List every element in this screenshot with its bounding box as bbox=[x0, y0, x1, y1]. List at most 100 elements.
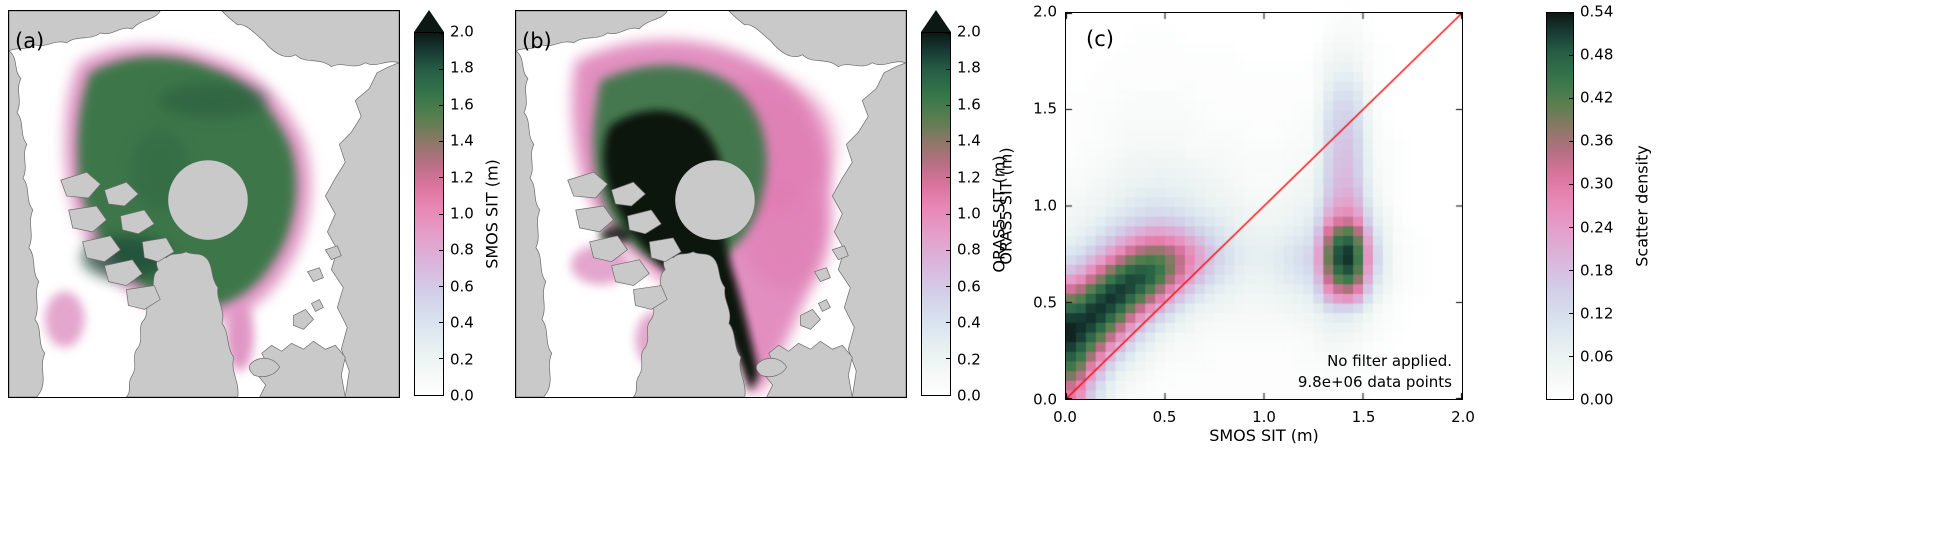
colorbar-c-label: Scatter density bbox=[1632, 145, 1652, 267]
colorbar-a bbox=[414, 32, 444, 396]
colorbar-tick-mark bbox=[1569, 12, 1573, 14]
tick-label: 1.2 bbox=[957, 168, 981, 187]
x-axis-ticks: 0.0 0.5 1.0 1.5 2.0 bbox=[1053, 406, 1475, 426]
tick-label: 0.2 bbox=[450, 350, 474, 369]
colorbar-tick-mark bbox=[946, 394, 950, 396]
annotation: No filter applied. 9.8e+06 data points bbox=[1298, 351, 1452, 393]
tick-label: 0.12 bbox=[1580, 304, 1614, 323]
colorbar-tick-mark bbox=[439, 68, 443, 70]
colorbar-tick-mark bbox=[946, 285, 950, 287]
colorbar-tick-mark bbox=[439, 322, 443, 324]
scatter-density-plot: (c) No filter applied. 9.8e+06 data poin… bbox=[1065, 12, 1463, 400]
tick-label: 0.5 bbox=[1152, 408, 1177, 426]
density-heatmap bbox=[1066, 13, 1462, 399]
tick-label: 0.8 bbox=[450, 240, 474, 259]
tick-label: 1.2 bbox=[450, 168, 474, 187]
colorbar-tick-mark bbox=[1569, 98, 1573, 100]
tick-label: 2.0 bbox=[450, 22, 474, 41]
colorbar-b-gradient bbox=[922, 33, 950, 395]
colorbar-tick-mark bbox=[946, 249, 950, 251]
colorbar-tick-mark bbox=[946, 104, 950, 106]
tick-label: 2.0 bbox=[1451, 408, 1475, 426]
pole-observation-hole bbox=[675, 160, 755, 240]
map-panel-b: (b) bbox=[515, 10, 907, 398]
colorbar-tick-mark bbox=[439, 394, 443, 396]
annotation-line1: No filter applied. bbox=[1327, 352, 1452, 370]
tick-label: 0.6 bbox=[450, 277, 474, 296]
tick-label: 1.0 bbox=[1252, 408, 1276, 426]
tick-label: 1.5 bbox=[1033, 99, 1057, 118]
colorbar-a-over-arrow bbox=[414, 10, 444, 32]
colorbar-tick-mark bbox=[439, 177, 443, 179]
tick-label: 1.0 bbox=[450, 204, 474, 223]
tick-label: 1.4 bbox=[957, 131, 981, 150]
colorbar-tick-mark bbox=[439, 358, 443, 360]
tick-label: 0.30 bbox=[1580, 174, 1614, 193]
map-panel-a: (a) bbox=[8, 10, 400, 398]
map-b-graphic bbox=[516, 11, 906, 397]
colorbar-a-gradient bbox=[415, 33, 443, 395]
tick-label: 0.6 bbox=[957, 277, 981, 296]
tick-label: 1.6 bbox=[450, 95, 474, 114]
colorbar-c-ticks: 0.00 0.06 0.12 0.18 0.24 0.30 0.36 0.42 0.48 0.54 bbox=[1580, 4, 1626, 407]
colorbar-tick-mark bbox=[1569, 184, 1573, 186]
colorbar-tick-mark bbox=[1569, 269, 1573, 271]
panel-label-a: (a) bbox=[15, 29, 45, 53]
colorbar-tick-mark bbox=[946, 32, 950, 34]
tick-label: 0.42 bbox=[1580, 88, 1614, 107]
colorbar-tick-mark bbox=[439, 32, 443, 34]
pole-observation-hole bbox=[168, 160, 248, 240]
colorbar-tick-mark bbox=[946, 322, 950, 324]
tick-label: 0.18 bbox=[1580, 261, 1614, 280]
tick-label: 2.0 bbox=[957, 22, 981, 41]
x-axis-label: SMOS SIT (m) bbox=[1209, 426, 1319, 445]
annotation-line2: 9.8e+06 data points bbox=[1297, 373, 1452, 391]
y-axis-label: ORAS5 SIT (m) bbox=[996, 147, 1016, 265]
tick-label: 0.4 bbox=[450, 313, 474, 332]
colorbar-tick-mark bbox=[439, 249, 443, 251]
colorbar-tick-mark bbox=[439, 285, 443, 287]
tick-label: 0.54 bbox=[1580, 2, 1614, 21]
map-a-graphic bbox=[9, 11, 399, 397]
colorbar-tick-mark bbox=[946, 141, 950, 143]
panel-label-b: (b) bbox=[522, 29, 552, 53]
tick-label: 0.0 bbox=[1053, 408, 1077, 426]
colorbar-tick-mark bbox=[1569, 312, 1573, 314]
colorbar-tick-mark bbox=[946, 213, 950, 215]
tick-label: 0.00 bbox=[1580, 390, 1614, 409]
tick-label: 0.0 bbox=[1033, 390, 1057, 409]
colorbar-tick-mark bbox=[1569, 55, 1573, 57]
tick-label: 0.06 bbox=[1580, 347, 1614, 366]
tick-label: 0.36 bbox=[1580, 131, 1614, 150]
colorbar-tick-mark bbox=[946, 68, 950, 70]
tick-label: 1.5 bbox=[1351, 408, 1376, 426]
tick-label: 1.8 bbox=[450, 58, 474, 77]
tick-label: 1.6 bbox=[957, 95, 981, 114]
tick-label: 0.4 bbox=[957, 313, 981, 332]
colorbar-b-over-arrow bbox=[921, 10, 951, 32]
colorbar-b-ticks: 0.0 0.2 0.4 0.6 0.8 1.0 1.2 1.4 1.6 1.8 2.0 bbox=[957, 24, 997, 403]
tick-label: 1.0 bbox=[1033, 196, 1057, 215]
colorbar-tick-mark bbox=[1569, 355, 1573, 357]
colorbar-tick-mark bbox=[439, 213, 443, 215]
colorbar-tick-mark bbox=[1569, 398, 1573, 400]
tick-label: 0.8 bbox=[957, 240, 981, 259]
tick-label: 0.0 bbox=[450, 386, 474, 405]
colorbar-a-label: SMOS SIT (m) bbox=[482, 159, 502, 269]
tick-label: 0.48 bbox=[1580, 45, 1614, 64]
tick-label: 1.8 bbox=[957, 58, 981, 77]
tick-label: 1.4 bbox=[450, 131, 474, 150]
colorbar-tick-mark bbox=[946, 177, 950, 179]
colorbar-tick-mark bbox=[1569, 226, 1573, 228]
colorbar-a-ticks: 0.0 0.2 0.4 0.6 0.8 1.0 1.2 1.4 1.6 1.8 2.0 bbox=[450, 24, 490, 403]
colorbar-tick-mark bbox=[439, 104, 443, 106]
colorbar-c-gradient bbox=[1547, 13, 1573, 399]
colorbar-tick-mark bbox=[1569, 141, 1573, 143]
colorbar-tick-mark bbox=[946, 358, 950, 360]
colorbar-c bbox=[1546, 12, 1574, 400]
tick-label: 0.0 bbox=[957, 386, 981, 405]
y-axis-ticks: 0.0 0.5 1.0 1.5 2.0 bbox=[1015, 4, 1057, 407]
panel-label-c: (c) bbox=[1086, 27, 1114, 51]
tick-label: 0.2 bbox=[957, 350, 981, 369]
